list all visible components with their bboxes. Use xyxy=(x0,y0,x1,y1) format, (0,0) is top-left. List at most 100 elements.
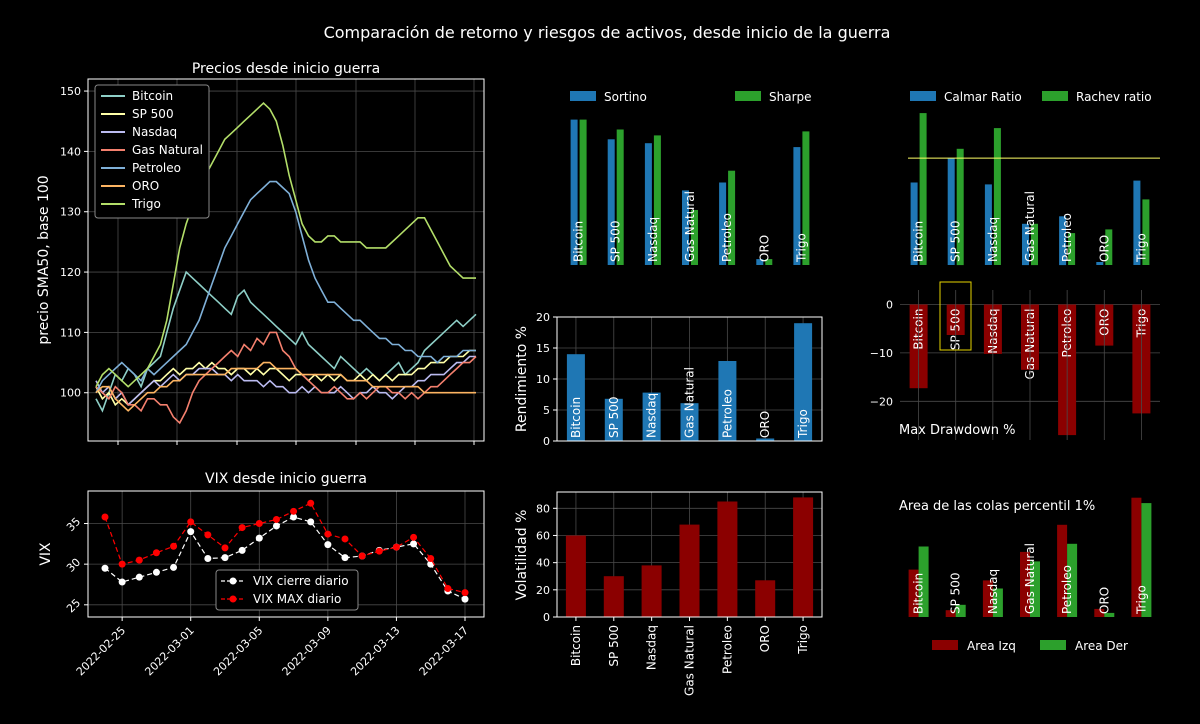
vix-line-vix-max-diario xyxy=(104,502,466,594)
volatilidad-bar-volatilidad-petroleo xyxy=(717,501,738,617)
colas-category-label: Trigo xyxy=(1134,585,1148,615)
legend-label-petroleo: Petroleo xyxy=(132,161,181,175)
prices-ytick-label: 140 xyxy=(60,145,81,158)
prices-ytick-label: 120 xyxy=(60,266,81,279)
legend-swatch-area-der xyxy=(1040,640,1066,650)
legend-swatch-sharpe xyxy=(735,91,761,101)
prices-title: Precios desde inicio guerra xyxy=(192,61,380,77)
sortino_sharpe-bar-sharpe-sp-500 xyxy=(616,129,624,265)
vix-point-vix-max-diario xyxy=(410,533,418,541)
rendimiento-category-label: Trigo xyxy=(796,409,810,439)
vix-point-vix-cierre-diario xyxy=(204,554,212,562)
vix-point-vix-max-diario xyxy=(341,535,349,543)
sortino_sharpe-category-label: Gas Natural xyxy=(683,191,697,262)
legend-swatch-sortino xyxy=(570,91,596,101)
vix-line-vix-cierre-diario xyxy=(104,516,466,600)
vix-point-vix-max-diario xyxy=(152,549,160,557)
volatilidad-xtick-label: Petroleo xyxy=(720,625,734,674)
sortino_sharpe-bar-sharpe-oro xyxy=(765,259,773,265)
legend-label-oro: ORO xyxy=(132,179,159,193)
colas-category-label: Nasdaq xyxy=(986,569,1000,614)
rendimiento-bar-rendimiento-gas-natural xyxy=(680,403,699,441)
vix-legend-label-vix-max-diario: VIX MAX diario xyxy=(253,592,341,606)
rendimiento-ytick-label: 15 xyxy=(536,342,550,355)
rendimiento-category-label: Bitcoin xyxy=(569,397,583,438)
rendimiento-ytick-label: 20 xyxy=(536,311,550,324)
sortino_sharpe-bar-sortino-oro xyxy=(756,259,764,265)
vix-point-vix-max-diario xyxy=(187,518,195,526)
colas-bar-area-izq-sp-500 xyxy=(945,610,956,617)
vix-point-vix-cierre-diario xyxy=(272,522,280,530)
rendimiento-bar-rendimiento-trigo xyxy=(794,323,813,441)
vix-point-vix-max-diario xyxy=(324,530,332,538)
vix-point-vix-cierre-diario xyxy=(255,534,263,542)
vix-point-vix-max-diario xyxy=(444,585,452,593)
volatilidad-ytick-label: 20 xyxy=(536,584,550,597)
calmar_rachev-category-label: Gas Natural xyxy=(1023,191,1037,262)
calmar_rachev-category-label: Trigo xyxy=(1134,233,1148,263)
volatilidad-bar-volatilidad-sp-500 xyxy=(603,576,624,617)
rendimiento-category-label: Petroleo xyxy=(720,389,734,438)
colas-bar-area-izq-gas-natural xyxy=(1020,551,1030,617)
calmar_rachev-category-label: SP 500 xyxy=(949,220,963,262)
rendimiento-bar-rendimiento-nasdaq xyxy=(642,392,661,441)
rendimiento-bar-rendimiento-sp-500 xyxy=(604,398,623,441)
rendimiento-category-label: Gas Natural xyxy=(683,367,697,438)
prices-ytick-label: 110 xyxy=(60,326,81,339)
colas-category-label: Petroleo xyxy=(1060,565,1074,614)
calmar_rachev-category-label: Petroleo xyxy=(1060,213,1074,262)
prices-legend-box xyxy=(94,84,210,219)
sortino-sharpe-chart: Bitcoin SP 500 Nasdaq Gas Natural Petroleo OR… xyxy=(570,90,812,265)
sortino_sharpe-bar-sortino-sp-500 xyxy=(607,139,615,265)
colas-bar-area-der-oro xyxy=(1104,612,1115,617)
prices-line-oro xyxy=(95,361,476,412)
vix-point-vix-max-diario xyxy=(255,520,263,528)
colas-category-label: Gas Natural xyxy=(1023,543,1037,614)
vix-point-vix-cierre-diario xyxy=(324,541,332,549)
vix-axes-frame xyxy=(87,490,485,618)
volatilidad-ytick-label: 0 xyxy=(543,611,550,624)
rendimiento-chart: 0 5 10 15 20 Bitcoin SP 500 Nasdaq Gas Natural Pe… xyxy=(514,311,823,448)
legend-label-sharpe: Sharpe xyxy=(769,90,812,104)
sortino_sharpe-category-label: ORO xyxy=(757,235,771,262)
vix-legend-marker-vix-cierre-diario xyxy=(229,577,237,585)
sortino_sharpe-category-label: Nasdaq xyxy=(646,217,660,262)
colas-bar-area-izq-nasdaq xyxy=(982,580,993,617)
sortino_sharpe-category-label: Bitcoin xyxy=(572,221,586,262)
calmar_rachev-bar-rachev-ratio-trigo xyxy=(1142,199,1150,265)
legend-label-sortino: Sortino xyxy=(604,90,647,104)
sortino_sharpe-bar-sortino-nasdaq xyxy=(644,143,652,265)
legend-label-trigo: Trigo xyxy=(131,197,161,211)
volatilidad-xtick-label: Gas Natural xyxy=(683,625,697,696)
calmar-rachev-chart: Bitcoin SP 500 Nasdaq Gas Natural Petroleo OR… xyxy=(908,90,1160,266)
vix-point-vix-max-diario xyxy=(204,531,212,539)
rendimiento-bar-rendimiento-bitcoin xyxy=(566,354,585,441)
vix-point-vix-max-diario xyxy=(135,556,143,564)
colas-bar-area-der-trigo xyxy=(1141,503,1152,617)
vix-point-vix-max-diario xyxy=(375,547,383,555)
legend-label-area-der: Area Der xyxy=(1075,639,1128,653)
rendimiento-bar-rendimiento-oro xyxy=(756,438,775,441)
sortino_sharpe-bar-sharpe-nasdaq xyxy=(653,135,661,265)
legend-swatch-calmar-ratio xyxy=(910,91,936,101)
volatilidad-bar-volatilidad-oro xyxy=(755,580,776,617)
vix-point-vix-cierre-diario xyxy=(221,554,229,562)
volatilidad-axes-frame xyxy=(556,491,823,618)
prices-line-gas-natural xyxy=(95,331,477,425)
legend-label-rachev-ratio: Rachev ratio xyxy=(1076,90,1152,104)
colas-chart: Bitcoin SP 500 Nasdaq Gas Natural Petroleo OR… xyxy=(899,497,1152,653)
legend-swatch-rachev-ratio xyxy=(1042,91,1068,101)
vix-point-vix-cierre-diario xyxy=(118,578,126,586)
vix-point-vix-max-diario xyxy=(221,544,229,552)
vix-point-vix-cierre-diario xyxy=(101,564,109,572)
colas-bar-area-izq-oro xyxy=(1094,608,1105,617)
calmar_rachev-bar-rachev-ratio-oro xyxy=(1105,229,1113,265)
prices-legend: Bitcoin SP 500 Nasdaq Gas Natural Petroleo OR… xyxy=(94,84,210,219)
sortino_sharpe-bar-sortino-gas-natural xyxy=(682,190,689,265)
vix-point-vix-max-diario xyxy=(118,560,126,568)
colas-bar-area-der-sp-500 xyxy=(955,604,966,617)
legend-label-bitcoin: Bitcoin xyxy=(132,89,173,103)
prices-ytick-label: 130 xyxy=(60,206,81,219)
